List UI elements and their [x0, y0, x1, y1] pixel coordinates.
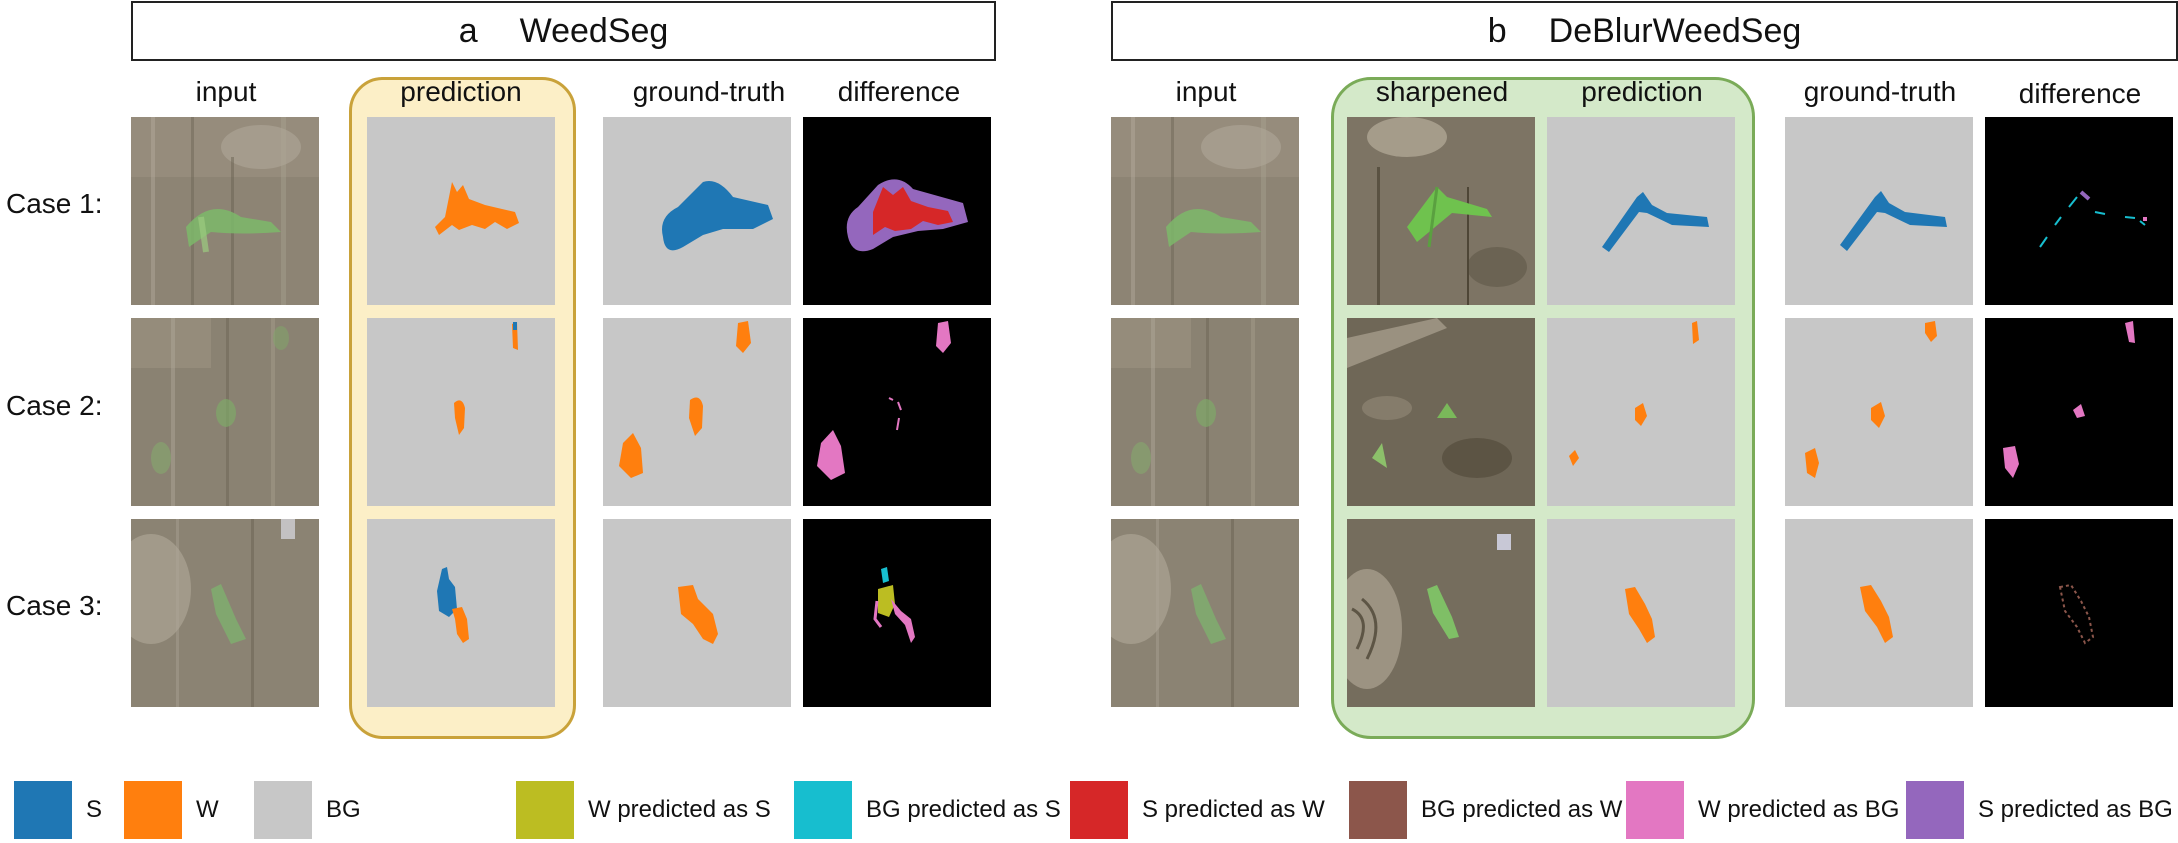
difference-map-b-case-1 — [1985, 117, 2173, 305]
legend-label-s-as-bg: S predicted as BG — [1978, 796, 2173, 823]
prediction-mask-b-case-1 — [1547, 117, 1735, 305]
col-difference-b: difference — [2018, 78, 2142, 109]
ground-truth-mask-a-case-1 — [603, 117, 791, 305]
input-image-a-case-1 — [131, 117, 319, 305]
col-prediction-b: prediction — [1581, 76, 1703, 107]
sharpened-image-b-case-2 — [1347, 318, 1535, 506]
ground-truth-mask-b-case-3 — [1785, 519, 1973, 707]
legend-swatch-s-as-bg — [1906, 781, 1964, 839]
legend-item-w: W — [124, 780, 219, 840]
legend-swatch-s — [14, 781, 72, 839]
legend-label-w-as-bg: W predicted as BG — [1698, 796, 1900, 823]
prediction-mask-a-case-2 — [367, 318, 555, 506]
legend-swatch-bg-as-w — [1349, 781, 1407, 839]
legend-label-w: W — [196, 796, 219, 823]
legend-item-s: S — [14, 780, 102, 840]
difference-map-a-case-3 — [803, 519, 991, 707]
legend-item-w-as-bg: W predicted as BG — [1626, 780, 1899, 840]
legend-item-bg-as-w: BG predicted as W — [1349, 780, 1622, 840]
difference-map-b-case-3 — [1985, 519, 2173, 707]
prediction-mask-a-case-3 — [367, 519, 555, 707]
legend-item-bg: BG — [254, 780, 361, 840]
legend-label-s: S — [86, 796, 103, 823]
row-label-case-3: Case 3: — [6, 590, 103, 621]
difference-map-b-case-2 — [1985, 318, 2173, 506]
row-label-case-2: Case 2: — [6, 390, 103, 421]
legend-label-s-as-w: S predicted as W — [1142, 796, 1325, 823]
panel-a-name: WeedSeg — [519, 11, 669, 50]
panel-b-title: b DeBlurWeedSeg — [1111, 1, 2178, 61]
prediction-mask-b-case-2 — [1547, 318, 1735, 506]
col-input-a: input — [195, 76, 257, 107]
col-ground-truth-b: ground-truth — [1803, 76, 1957, 107]
legend-item-s-as-bg: S predicted as BG — [1906, 780, 2173, 840]
prediction-mask-a-case-1 — [367, 117, 555, 305]
input-image-b-case-3 — [1111, 519, 1299, 707]
col-sharpened-b: sharpened — [1375, 76, 1509, 107]
panel-b-letter: b — [1487, 11, 1507, 50]
col-prediction-a: prediction — [400, 76, 522, 107]
ground-truth-mask-b-case-2 — [1785, 318, 1973, 506]
legend-item-bg-as-s: BG predicted as S — [794, 780, 1061, 840]
legend-label-bg: BG — [326, 796, 361, 823]
legend-swatch-bg-as-s — [794, 781, 852, 839]
ground-truth-mask-a-case-2 — [603, 318, 791, 506]
legend-label-w-as-s: W predicted as S — [588, 796, 771, 823]
prediction-mask-b-case-3 — [1547, 519, 1735, 707]
legend-label-bg-as-s: BG predicted as S — [866, 796, 1061, 823]
ground-truth-mask-b-case-1 — [1785, 117, 1973, 305]
legend-swatch-w-as-s — [516, 781, 574, 839]
col-difference-a: difference — [837, 76, 961, 107]
input-image-b-case-1 — [1111, 117, 1299, 305]
input-image-a-case-2 — [131, 318, 319, 506]
legend-swatch-w — [124, 781, 182, 839]
col-input-b: input — [1175, 76, 1237, 107]
col-ground-truth-a: ground-truth — [632, 76, 786, 107]
difference-map-a-case-1 — [803, 117, 991, 305]
panel-a-letter: a — [458, 11, 478, 50]
row-label-case-1: Case 1: — [6, 188, 103, 219]
panel-a-title: a WeedSeg — [131, 1, 996, 61]
legend-label-bg-as-w: BG predicted as W — [1421, 796, 1623, 823]
ground-truth-mask-a-case-3 — [603, 519, 791, 707]
difference-map-a-case-2 — [803, 318, 991, 506]
legend-swatch-w-as-bg — [1626, 781, 1684, 839]
panel-b-name: DeBlurWeedSeg — [1548, 11, 1802, 50]
input-image-b-case-2 — [1111, 318, 1299, 506]
input-image-a-case-3 — [131, 519, 319, 707]
legend-swatch-bg — [254, 781, 312, 839]
legend-item-s-as-w: S predicted as W — [1070, 780, 1325, 840]
sharpened-image-b-case-1 — [1347, 117, 1535, 305]
legend-swatch-s-as-w — [1070, 781, 1128, 839]
legend-item-w-as-s: W predicted as S — [516, 780, 771, 840]
sharpened-image-b-case-3 — [1347, 519, 1535, 707]
